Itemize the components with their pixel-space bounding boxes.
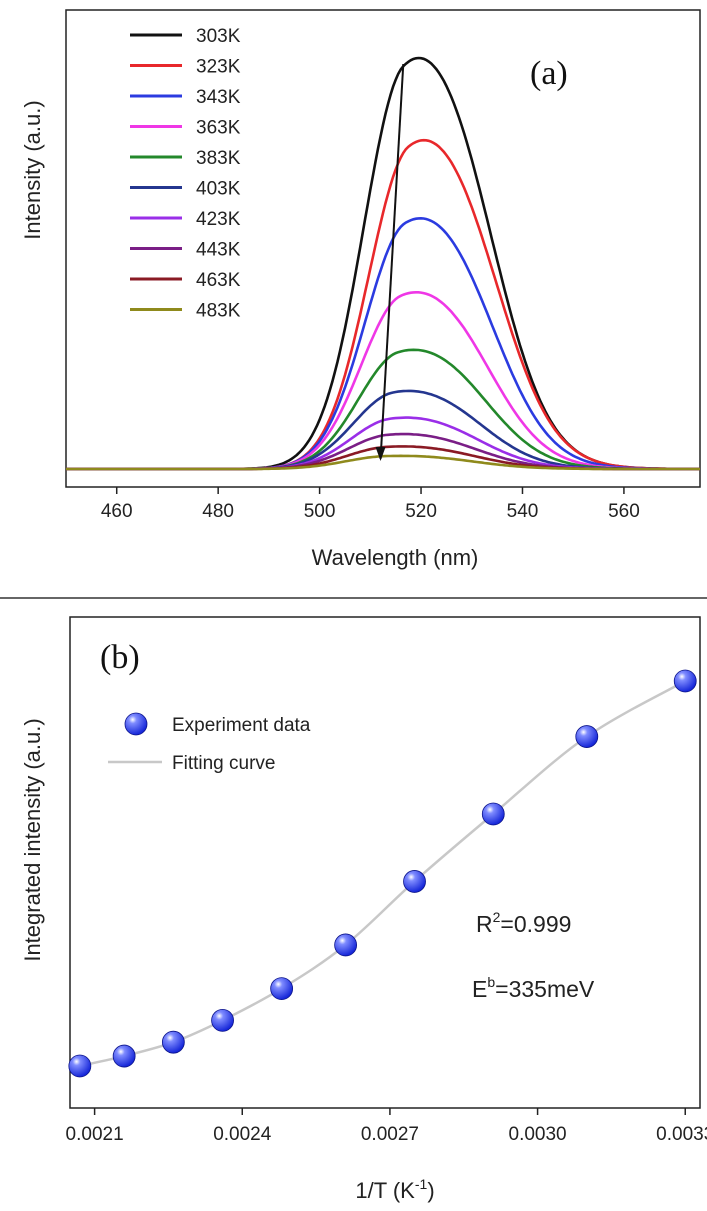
r-squared-annotation: R2=0.999 xyxy=(476,909,571,937)
x-axis-a: 460 480 500 520 540 560 xyxy=(101,487,640,522)
spectrum-curve xyxy=(66,291,700,471)
x-tick-label-b: 0.0027 xyxy=(361,1124,419,1145)
eb-value: =335meV xyxy=(495,976,595,1002)
legend-b: Experiment data Fitting curve xyxy=(108,712,311,774)
legend-label: 443K xyxy=(196,240,241,261)
x-tick-label-a: 460 xyxy=(101,501,133,522)
legend-label: 323K xyxy=(196,57,241,78)
peak-shift-arrow xyxy=(375,63,405,461)
data-point xyxy=(161,1030,185,1054)
legend-label: 363K xyxy=(196,118,241,139)
spectra-curves xyxy=(66,56,700,471)
x-tick-label-a: 520 xyxy=(405,501,437,522)
eb-sup: b xyxy=(487,974,495,990)
legend-label: 483K xyxy=(196,301,241,322)
legend-label: 383K xyxy=(196,148,241,169)
legend-label-experiment: Experiment data xyxy=(172,715,311,736)
experiment-points xyxy=(68,669,697,1078)
x-axis-label-a: Wavelength (nm) xyxy=(312,545,479,570)
data-point xyxy=(68,1054,92,1078)
x-tick-label-a: 480 xyxy=(202,501,234,522)
x-tick-label-a: 560 xyxy=(608,501,640,522)
legend-label: 303K xyxy=(196,26,241,47)
r2-value: =0.999 xyxy=(500,911,571,937)
legend-label-fit: Fitting curve xyxy=(172,753,275,774)
r2-base: R xyxy=(476,911,493,937)
x-tick-label-b: 0.0021 xyxy=(66,1124,124,1145)
data-point xyxy=(575,725,599,748)
x-label-base: 1/T (K xyxy=(355,1178,415,1203)
panel-label-a: (a) xyxy=(530,55,568,92)
x-tick-label-b: 0.0033 xyxy=(656,1124,707,1145)
legend-label: 463K xyxy=(196,270,241,291)
data-point xyxy=(673,669,697,693)
x-axis-label-b: 1/T (K-1) xyxy=(355,1176,434,1203)
data-point xyxy=(211,1008,234,1032)
legend-label: 343K xyxy=(196,87,241,108)
x-tick-label-b: 0.0030 xyxy=(509,1124,567,1145)
y-axis-label-b: Integrated intensity (a.u.) xyxy=(20,718,45,961)
x-label-sup: -1 xyxy=(415,1176,428,1192)
x-tick-label-a: 500 xyxy=(304,501,336,522)
arrow-shaft xyxy=(379,63,405,460)
x-axis-b: 0.0021 0.0024 0.0027 0.0030 0.0033 xyxy=(66,1108,707,1145)
spectrum-curve xyxy=(66,454,700,471)
arrow-head xyxy=(375,447,386,461)
eb-base: E xyxy=(472,976,487,1002)
legend-marker xyxy=(124,712,148,736)
data-point xyxy=(112,1044,136,1068)
legend-a: 303K 323K 343K 363K 383K 403K 423K 443K 463K 483K xyxy=(130,26,241,322)
panel-label-b: (b) xyxy=(100,639,140,676)
y-axis-label-a: Intensity (a.u.) xyxy=(20,100,45,239)
legend-label: 423K xyxy=(196,209,241,230)
x-tick-label-a: 540 xyxy=(507,501,539,522)
data-point xyxy=(403,870,426,893)
legend-label: 403K xyxy=(196,179,241,200)
data-point xyxy=(334,933,358,957)
binding-energy-annotation: Eb=335meV xyxy=(472,974,595,1002)
r2-sup: 2 xyxy=(493,909,501,925)
plot-frame-b xyxy=(69,616,701,1109)
panel-b: 0.0021 0.0024 0.0027 0.0030 0.0033 Experimen… xyxy=(20,616,707,1203)
data-point xyxy=(481,802,505,826)
x-tick-label-b: 0.0024 xyxy=(213,1124,272,1145)
data-point xyxy=(270,977,294,1001)
plot-frame-a xyxy=(65,9,701,488)
x-label-end: ) xyxy=(427,1178,434,1203)
panel-a: 460 480 500 520 540 560 303K 323K 343K 363K 383K 4… xyxy=(20,9,701,570)
